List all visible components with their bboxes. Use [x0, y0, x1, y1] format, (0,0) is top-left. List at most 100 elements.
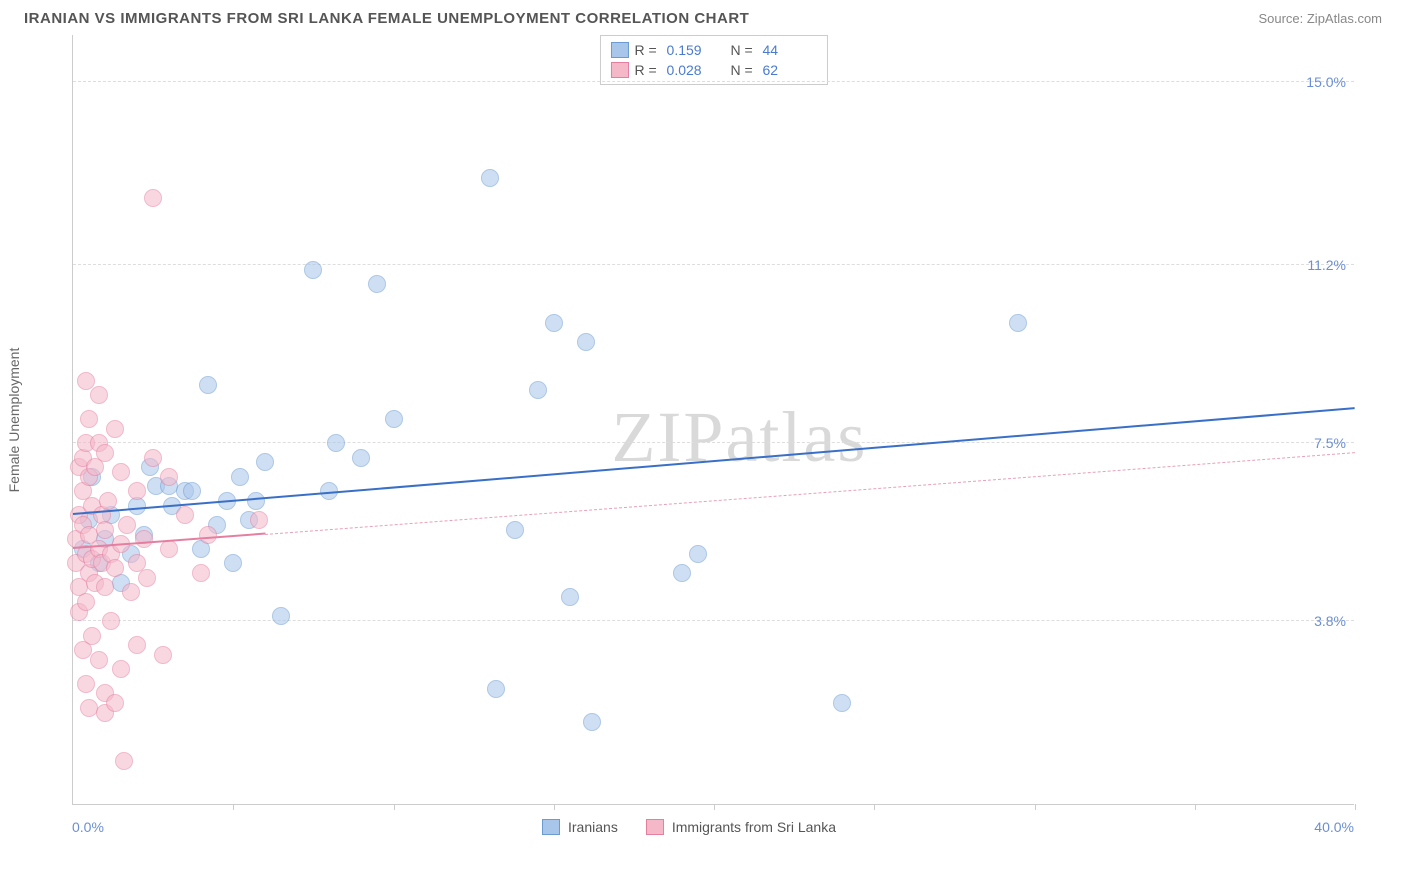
data-point	[256, 453, 274, 471]
legend-n-value: 44	[763, 42, 817, 58]
data-point	[545, 314, 563, 332]
data-point	[138, 569, 156, 587]
data-point	[529, 381, 547, 399]
x-axis-max-label: 40.0%	[1314, 819, 1354, 835]
data-point	[199, 526, 217, 544]
y-tick-label: 7.5%	[1314, 435, 1346, 451]
legend-r-label: R =	[634, 42, 660, 58]
data-point	[689, 545, 707, 563]
data-point	[106, 694, 124, 712]
data-point	[272, 607, 290, 625]
x-tick	[233, 804, 234, 810]
legend-swatch	[542, 819, 560, 835]
data-point	[192, 564, 210, 582]
data-point	[352, 449, 370, 467]
y-tick-label: 11.2%	[1307, 257, 1346, 273]
data-point	[487, 680, 505, 698]
data-point	[481, 169, 499, 187]
legend-n-label: N =	[727, 42, 757, 58]
data-point	[102, 612, 120, 630]
legend-series-item: Immigrants from Sri Lanka	[646, 819, 836, 835]
data-point	[561, 588, 579, 606]
data-point	[106, 420, 124, 438]
y-tick-label: 3.8%	[1314, 613, 1346, 629]
page-title: IRANIAN VS IMMIGRANTS FROM SRI LANKA FEM…	[24, 10, 749, 27]
data-point	[199, 376, 217, 394]
legend-r-value: 0.028	[667, 62, 721, 78]
gridline	[73, 442, 1354, 443]
chart-container: Female Unemployment ZIPatlas R = 0.159 N…	[24, 35, 1354, 805]
data-point	[122, 583, 140, 601]
data-point	[144, 189, 162, 207]
data-point	[160, 468, 178, 486]
data-point	[247, 492, 265, 510]
data-point	[99, 492, 117, 510]
data-point	[1009, 314, 1027, 332]
legend-series-item: Iranians	[542, 819, 618, 835]
data-point	[80, 410, 98, 428]
data-point	[154, 646, 172, 664]
data-point	[77, 593, 95, 611]
legend-n-label: N =	[727, 62, 757, 78]
data-point	[115, 752, 133, 770]
data-point	[327, 434, 345, 452]
data-point	[90, 386, 108, 404]
data-point	[183, 482, 201, 500]
y-tick-label: 15.0%	[1306, 74, 1346, 90]
data-point	[135, 530, 153, 548]
source-label: Source: ZipAtlas.com	[1258, 11, 1382, 26]
data-point	[112, 463, 130, 481]
x-tick	[554, 804, 555, 810]
legend-series-label: Immigrants from Sri Lanka	[672, 819, 836, 835]
legend-correlation-row: R = 0.028 N = 62	[610, 60, 816, 80]
data-point	[577, 333, 595, 351]
legend-swatch	[646, 819, 664, 835]
data-point	[583, 713, 601, 731]
data-point	[96, 578, 114, 596]
data-point	[385, 410, 403, 428]
x-tick	[1035, 804, 1036, 810]
data-point	[128, 636, 146, 654]
legend-swatch	[610, 42, 628, 58]
data-point	[304, 261, 322, 279]
data-point	[96, 444, 114, 462]
data-point	[90, 651, 108, 669]
plot-area: ZIPatlas R = 0.159 N = 44R = 0.028 N = 6…	[72, 35, 1354, 805]
x-tick	[1355, 804, 1356, 810]
legend-series-label: Iranians	[568, 819, 618, 835]
data-point	[118, 516, 136, 534]
legend-n-value: 62	[763, 62, 817, 78]
data-point	[224, 554, 242, 572]
gridline	[73, 264, 1354, 265]
data-point	[673, 564, 691, 582]
legend-series: Iranians Immigrants from Sri Lanka	[542, 819, 836, 835]
gridline	[73, 620, 1354, 621]
data-point	[112, 660, 130, 678]
legend-r-label: R =	[634, 62, 660, 78]
data-point	[77, 372, 95, 390]
x-tick	[394, 804, 395, 810]
data-point	[506, 521, 524, 539]
data-point	[83, 627, 101, 645]
data-point	[250, 511, 268, 529]
data-point	[77, 675, 95, 693]
gridline	[73, 81, 1354, 82]
data-point	[106, 559, 124, 577]
legend-correlation-row: R = 0.159 N = 44	[610, 40, 816, 60]
x-tick	[874, 804, 875, 810]
legend-r-value: 0.159	[667, 42, 721, 58]
legend-correlation: R = 0.159 N = 44R = 0.028 N = 62	[599, 35, 827, 85]
data-point	[96, 521, 114, 539]
data-point	[833, 694, 851, 712]
data-point	[144, 449, 162, 467]
x-tick	[1195, 804, 1196, 810]
x-tick	[714, 804, 715, 810]
y-axis-label: Female Unemployment	[6, 348, 22, 493]
data-point	[368, 275, 386, 293]
data-point	[176, 506, 194, 524]
x-axis-min-label: 0.0%	[72, 819, 104, 835]
data-point	[160, 540, 178, 558]
trend-line	[265, 452, 1355, 535]
data-point	[128, 482, 146, 500]
data-point	[231, 468, 249, 486]
